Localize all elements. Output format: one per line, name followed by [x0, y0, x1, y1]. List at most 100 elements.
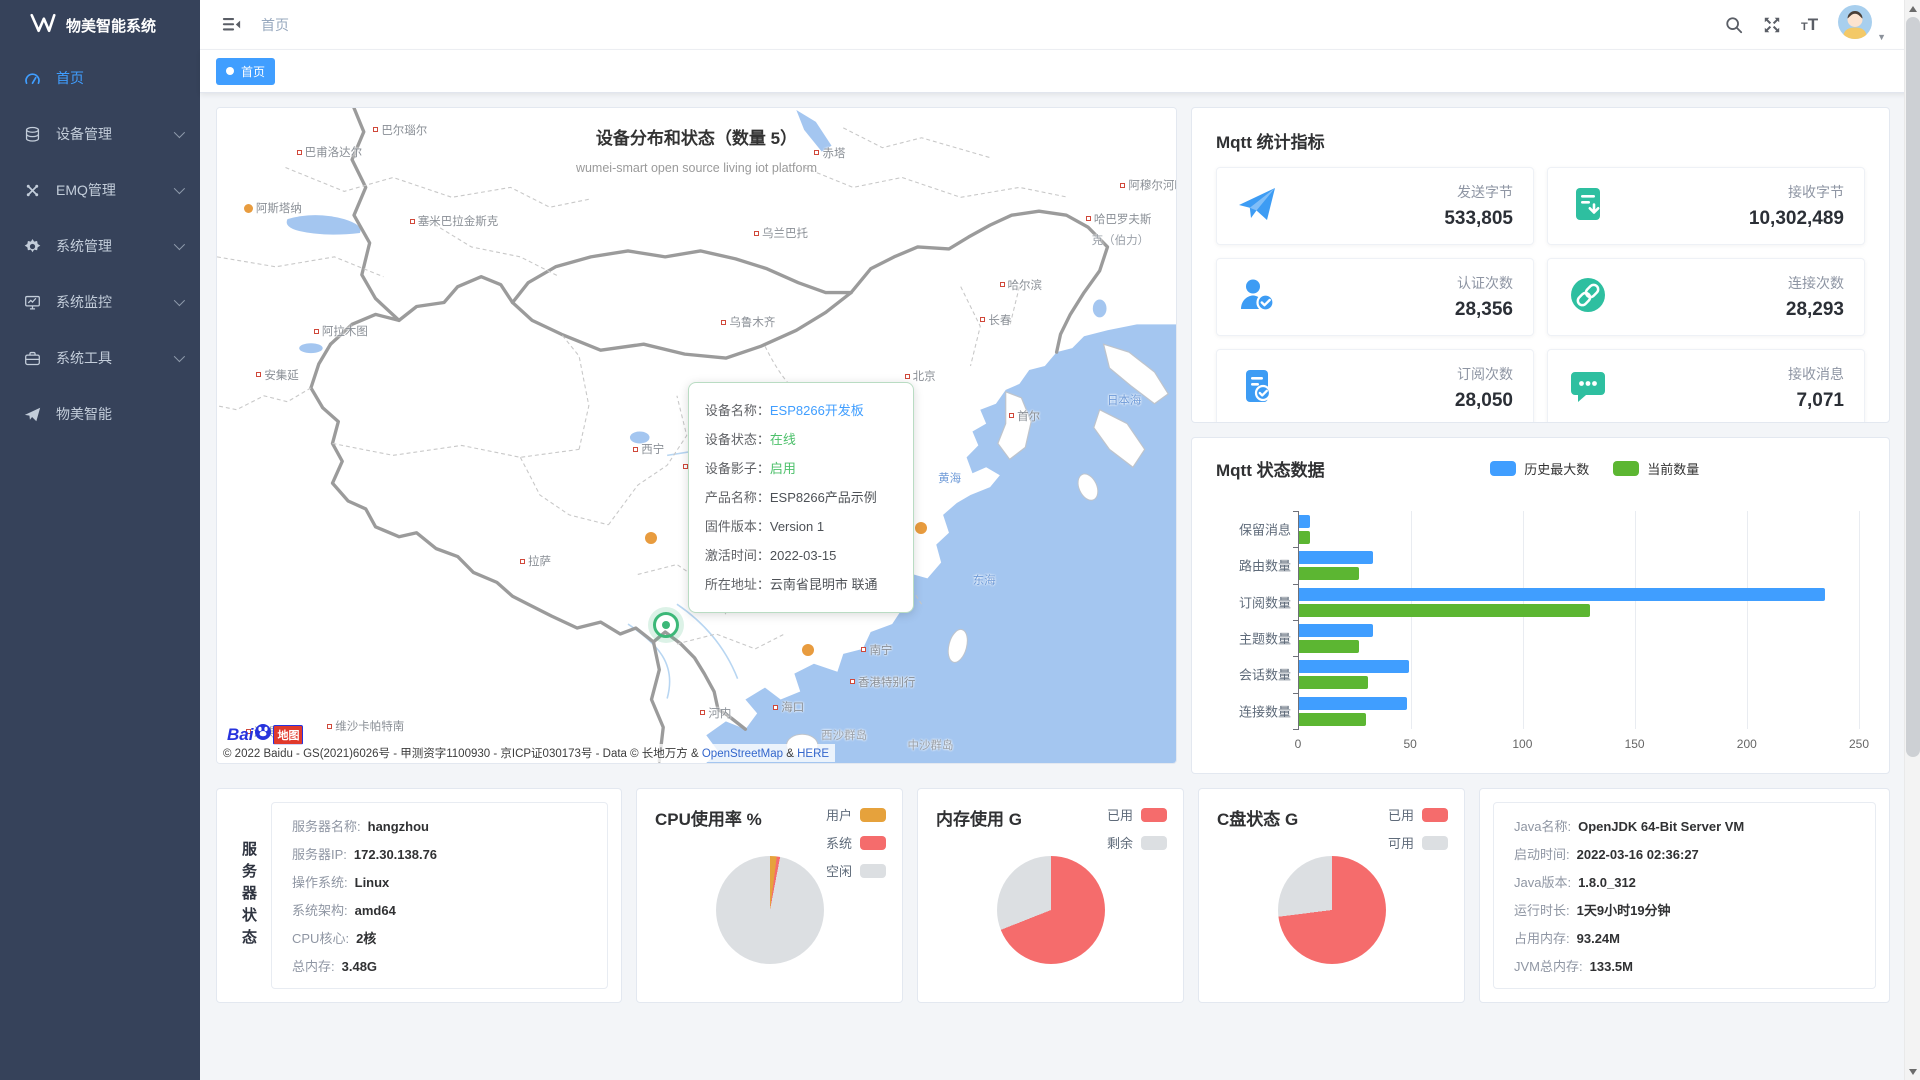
map-city-label: 阿穆尔河畔	[1120, 177, 1176, 193]
city-name: 北京	[912, 371, 936, 384]
city-marker-icon	[327, 723, 333, 729]
scroll-thumb[interactable]	[1906, 17, 1920, 757]
pie-legend-label: 用户	[825, 808, 852, 823]
chevron-down-icon	[173, 350, 186, 363]
pie-legend-item[interactable]: 用户	[826, 805, 886, 824]
popup-value: ESP8266产品示例	[769, 490, 877, 506]
map-city-label: 首尔	[1009, 408, 1040, 424]
bar	[1299, 531, 1311, 544]
city-marker-icon	[409, 218, 415, 224]
map-city-label: 海口	[773, 699, 804, 715]
pie-legend-item[interactable]: 系统	[826, 833, 886, 852]
sidebar-item-3[interactable]: 系统管理	[0, 218, 200, 274]
stat-value: 10,302,489	[1748, 208, 1844, 229]
gridline	[1859, 511, 1860, 729]
bar-group-2: 订阅数量	[1239, 584, 1859, 620]
tag-home[interactable]: 首页	[216, 57, 276, 85]
search-icon[interactable]	[1725, 16, 1743, 34]
sidebar-item-5[interactable]: 系统工具	[0, 330, 200, 386]
baidu-logo[interactable]: Bai 地图	[227, 724, 304, 745]
city-name: 哈巴罗夫斯	[1093, 213, 1152, 226]
java-starttime-row: 启动时间: 2022-03-16 02:36:27	[1514, 847, 1699, 862]
legend-label: 历史最大数	[1524, 462, 1590, 477]
city-name: 阿斯塔纳	[255, 203, 302, 216]
paw-icon	[255, 724, 272, 745]
city-marker-icon	[814, 150, 820, 156]
font-size-icon[interactable]: TT	[1800, 14, 1819, 34]
sidebar-item-0[interactable]: 首页	[0, 50, 200, 106]
pie-chart	[996, 856, 1105, 964]
pie-legend-label: 空闲	[825, 864, 852, 879]
map-city-label: 维沙卡帕特南	[327, 718, 404, 734]
device-marker[interactable]	[645, 531, 658, 544]
city-marker-icon	[256, 372, 262, 378]
map-city-label: 巴尔瑙尔	[373, 122, 427, 138]
osm-link[interactable]: OpenStreetMap	[701, 748, 784, 760]
popup-value[interactable]: ESP8266开发板	[769, 403, 864, 419]
sidebar-item-4[interactable]: 系统监控	[0, 274, 200, 330]
sidebar-item-label: 系统管理	[56, 238, 112, 254]
chevron-down-icon: ▼	[1877, 32, 1886, 42]
sidebar-item-label: 系统监控	[56, 294, 112, 310]
pie-legend-item[interactable]: 已用	[1107, 805, 1167, 824]
city-marker-icon	[1009, 413, 1015, 419]
popup-label: 设备影子：	[704, 461, 770, 477]
bar-category-label: 保留消息	[1238, 522, 1291, 538]
city-name: 克（伯力）	[1091, 234, 1150, 247]
map-city-label: 河内	[700, 705, 731, 721]
bar-category-label: 主题数量	[1238, 631, 1291, 647]
breadcrumb[interactable]: 首页	[261, 16, 289, 33]
popup-value: 在线	[769, 432, 796, 448]
map-city-label: 哈巴罗夫斯	[1085, 211, 1152, 227]
stat-value: 28,356	[1454, 299, 1513, 320]
pie-legend-item[interactable]: 已用	[1388, 805, 1448, 824]
fullscreen-icon[interactable]	[1763, 16, 1781, 34]
pie-legend-item[interactable]: 剩余	[1107, 833, 1167, 852]
server-cpu-row: CPU核心: 2核	[292, 931, 377, 946]
app-logo[interactable]: 物美智能系统	[0, 0, 200, 50]
city-marker-icon	[1085, 216, 1091, 222]
y-axis-tick	[1293, 547, 1299, 549]
x-axis-tick-label: 50	[1403, 737, 1417, 751]
sidebar-item-label: 首页	[56, 70, 84, 86]
x-axis-tick-label: 250	[1848, 737, 1870, 751]
disk-status-card: C盘状态 G 已用 可用	[1198, 788, 1465, 1003]
main-area: 首页 TT	[200, 0, 1920, 1080]
city-marker-icon	[683, 463, 689, 469]
sidebar-item-2[interactable]: EMQ管理	[0, 162, 200, 218]
city-marker-icon	[721, 319, 727, 325]
legend-item[interactable]: 当前数量	[1613, 459, 1699, 478]
scroll-down-arrow[interactable]	[1905, 1063, 1920, 1080]
map-city-label: 克（伯力）	[1092, 232, 1150, 248]
popup-value: 云南省昆明市 联通	[769, 577, 878, 593]
pie-legend-item[interactable]: 可用	[1388, 833, 1448, 852]
city-name: 黄海	[938, 472, 962, 485]
user-menu[interactable]: ▼	[1838, 5, 1886, 44]
hamburger-icon[interactable]	[212, 16, 251, 33]
bar	[1299, 712, 1367, 726]
device-marker-icon[interactable]	[243, 203, 253, 213]
y-axis-tick	[1293, 656, 1299, 658]
device-map-card[interactable]: 巴尔瑙尔 巴甫洛达尔 阿斯塔纳 塞米巴拉金斯克 阿拉木图 安集延 乌兰巴托 赤塔 乌鲁木齐 哈尔滨…	[216, 107, 1177, 764]
attribution-text: © 2022 Baidu - GS(2021)6026号 - 甲测资字11009…	[223, 748, 702, 760]
chevron-down-icon	[173, 182, 186, 195]
popup-row: 所在地址：云南省昆明市 联通	[705, 570, 897, 599]
scrollbar[interactable]	[1904, 0, 1920, 1080]
stat-label: 接收字节	[1788, 184, 1844, 200]
device-marker[interactable]	[914, 521, 927, 534]
avatar	[1838, 5, 1873, 44]
bar	[1299, 623, 1373, 637]
sidebar-item-6[interactable]: 物美智能	[0, 386, 200, 442]
scroll-up-arrow[interactable]	[1905, 0, 1920, 17]
tags-bar: 首页	[200, 50, 1920, 93]
top-navbar: 首页 TT	[200, 0, 1920, 50]
stat-value: 7,071	[1796, 390, 1844, 411]
map-city-label: 塞米巴拉金斯克	[409, 213, 498, 229]
device-marker[interactable]	[801, 643, 814, 656]
legend-item[interactable]: 历史最大数	[1490, 459, 1589, 478]
here-link[interactable]: HERE	[797, 748, 830, 760]
sidebar-item-1[interactable]: 设备管理	[0, 106, 200, 162]
active-device-marker[interactable]	[652, 611, 679, 638]
cpu-usage-card: CPU使用率 % 用户 系统 空闲	[636, 788, 903, 1003]
pie-legend-item[interactable]: 空闲	[826, 861, 886, 880]
